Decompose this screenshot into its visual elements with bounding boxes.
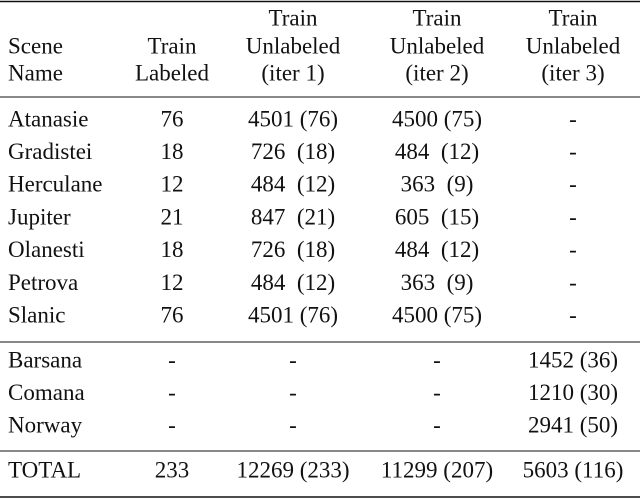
row-label: Petrova [8, 270, 78, 295]
row-label: TOTAL [8, 457, 81, 482]
cell: - [569, 106, 577, 131]
header-cell: Train [148, 33, 197, 58]
cell: - [569, 237, 577, 262]
header-cell: (iter 2) [405, 60, 468, 85]
cell: - [289, 413, 297, 438]
cell: 2941 (50) [528, 413, 618, 438]
cell: 76 [161, 106, 184, 131]
cell: 363 (9) [401, 172, 474, 197]
row-label: Olanesti [8, 237, 85, 262]
cell: - [569, 172, 577, 197]
header-cell: (iter 1) [261, 60, 324, 85]
header-cell: Unlabeled [390, 33, 485, 58]
cell: - [569, 139, 577, 164]
cell: - [569, 302, 577, 327]
cell: - [289, 347, 297, 372]
cell: 484 (12) [251, 270, 335, 295]
header-cell: Train [269, 5, 318, 30]
row-label: Comana [8, 380, 85, 405]
cell: - [168, 380, 176, 405]
cell: - [289, 380, 297, 405]
header-cell: (iter 3) [541, 60, 604, 85]
cell: 726 (18) [251, 237, 335, 262]
cell: 12269 (233) [236, 457, 349, 482]
cell: 76 [161, 302, 184, 327]
cell: 4501 (76) [248, 302, 338, 327]
row-label: Jupiter [8, 204, 71, 229]
cell: 4500 (75) [392, 302, 482, 327]
cell: 21 [161, 204, 184, 229]
cell: 847 (21) [251, 204, 335, 229]
header-cell: Unlabeled [526, 33, 621, 58]
row-label: Herculane [8, 172, 103, 197]
cell: - [569, 204, 577, 229]
cell: 363 (9) [401, 270, 474, 295]
cell: 12 [161, 172, 184, 197]
header-cell: Scene [8, 33, 63, 58]
row-label: Atanasie [8, 106, 88, 131]
cell: - [569, 270, 577, 295]
header-cell: Labeled [135, 60, 210, 85]
cell: 4500 (75) [392, 106, 482, 131]
cell: 4501 (76) [248, 106, 338, 131]
cell: 605 (15) [395, 204, 479, 229]
header-cell: Train [413, 5, 462, 30]
cell: - [433, 380, 441, 405]
cell: 484 (12) [251, 172, 335, 197]
cell: - [168, 413, 176, 438]
row-label: Slanic [8, 302, 66, 327]
header-cell: Unlabeled [246, 33, 341, 58]
cell: 18 [161, 139, 184, 164]
cell: 5603 (116) [523, 457, 624, 482]
row-label: Barsana [8, 347, 82, 372]
row-label: Gradistei [8, 139, 92, 164]
header-cell: Name [8, 60, 63, 85]
cell: 1210 (30) [528, 380, 618, 405]
cell: - [168, 347, 176, 372]
cell: 12 [161, 270, 184, 295]
cell: 18 [161, 237, 184, 262]
cell: 484 (12) [395, 237, 479, 262]
cell: 484 (12) [395, 139, 479, 164]
cell: - [433, 347, 441, 372]
cell: 233 [155, 457, 190, 482]
header-cell: Train [549, 5, 598, 30]
cell: 11299 (207) [381, 457, 493, 482]
cell: 1452 (36) [528, 347, 618, 372]
row-label: Norway [8, 413, 83, 438]
cell: - [433, 413, 441, 438]
cell: 726 (18) [251, 139, 335, 164]
